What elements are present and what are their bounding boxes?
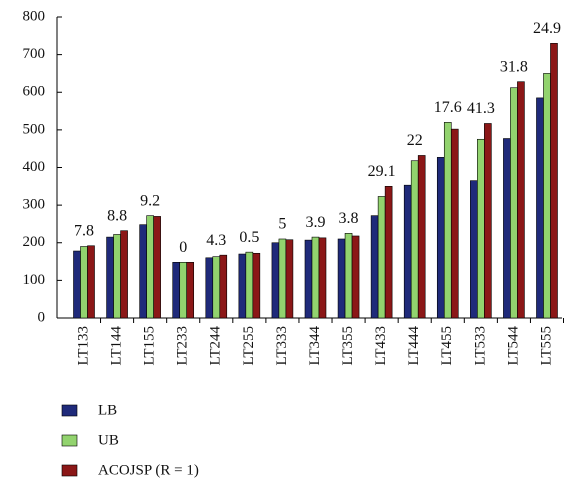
legend-swatch [61, 434, 78, 447]
bar [517, 81, 525, 319]
bar [417, 155, 426, 319]
bar [219, 254, 228, 319]
data-label: 8.8 [107, 207, 127, 224]
bar [403, 184, 412, 319]
bar [384, 186, 393, 319]
legend-swatch [61, 404, 78, 417]
y-tick-label: 300 [23, 197, 46, 213]
bar [484, 123, 492, 319]
data-label: 17.6 [434, 99, 462, 116]
bar [318, 237, 327, 319]
data-label: 24.9 [533, 20, 561, 37]
bar [536, 97, 544, 319]
y-tick-label: 100 [23, 272, 46, 288]
x-tick-label: LT333 [274, 326, 290, 365]
x-tick-label: LT533 [472, 326, 488, 365]
bar [120, 230, 128, 319]
bar [550, 43, 558, 319]
bar [186, 262, 195, 319]
x-tick-label: LT155 [142, 326, 158, 365]
bar [311, 236, 320, 319]
bar [344, 233, 353, 319]
legend-swatch [61, 464, 78, 477]
x-tick-label: LT444 [406, 326, 422, 366]
bar [470, 180, 478, 319]
bar [146, 215, 154, 319]
bar [450, 128, 459, 319]
bar [139, 224, 147, 319]
bar [172, 262, 181, 319]
bar [87, 245, 95, 319]
x-tick-label: LT233 [175, 326, 191, 365]
x-tick-label: LT255 [241, 326, 257, 365]
bar [503, 138, 511, 319]
bar [304, 239, 313, 319]
bar [80, 246, 88, 319]
bar [271, 242, 280, 319]
x-tick-label: LT355 [340, 326, 356, 365]
x-tick-label: LT433 [373, 326, 389, 365]
data-label: 0 [179, 239, 187, 256]
x-tick-label: LT344 [307, 326, 323, 366]
bar [278, 238, 287, 319]
bar [543, 73, 551, 319]
legend-label: LB [98, 402, 117, 418]
bar [510, 87, 518, 319]
bar [113, 234, 121, 319]
x-tick-label: LT544 [505, 326, 521, 366]
bar [153, 216, 161, 319]
bar [410, 160, 419, 319]
bar [443, 122, 452, 319]
data-label: 4.3 [206, 232, 226, 249]
y-tick-label: 200 [23, 234, 46, 250]
x-tick-label: LT144 [109, 326, 125, 366]
y-tick-label: 0 [38, 309, 46, 325]
bar [205, 257, 214, 319]
data-label: 0.5 [239, 229, 259, 246]
bar [179, 262, 188, 319]
bar [477, 138, 485, 319]
bar [106, 236, 114, 319]
bar [370, 215, 379, 319]
x-tick-label: LT244 [208, 326, 224, 366]
bar [238, 253, 247, 319]
data-label: 7.8 [74, 222, 94, 239]
bar [212, 256, 221, 319]
bar [73, 250, 81, 319]
y-tick-label: 500 [23, 121, 46, 137]
data-label: 9.2 [140, 192, 160, 209]
data-label: 22 [407, 132, 423, 149]
legend-label: ACOJSP (R = 1) [98, 462, 199, 478]
x-tick-label: LT555 [538, 326, 554, 365]
data-label: 3.9 [305, 214, 325, 231]
legend-label: UB [98, 432, 119, 448]
y-tick-label: 800 [23, 8, 46, 24]
bar [285, 239, 294, 319]
data-label: 3.8 [339, 210, 359, 227]
data-label: 5 [278, 216, 286, 233]
bar [377, 196, 386, 319]
bar [436, 157, 445, 319]
data-label: 29.1 [368, 163, 396, 180]
y-tick-label: 600 [23, 84, 46, 100]
x-tick-label: LT455 [439, 326, 455, 365]
bar [351, 235, 360, 319]
data-label: 41.3 [467, 100, 495, 117]
x-tick-label: LT133 [75, 326, 91, 365]
y-tick-label: 700 [23, 46, 46, 62]
data-label: 31.8 [500, 58, 528, 75]
bar [245, 251, 254, 319]
bar [337, 238, 346, 319]
bar [252, 252, 261, 319]
y-tick-label: 400 [23, 159, 46, 175]
